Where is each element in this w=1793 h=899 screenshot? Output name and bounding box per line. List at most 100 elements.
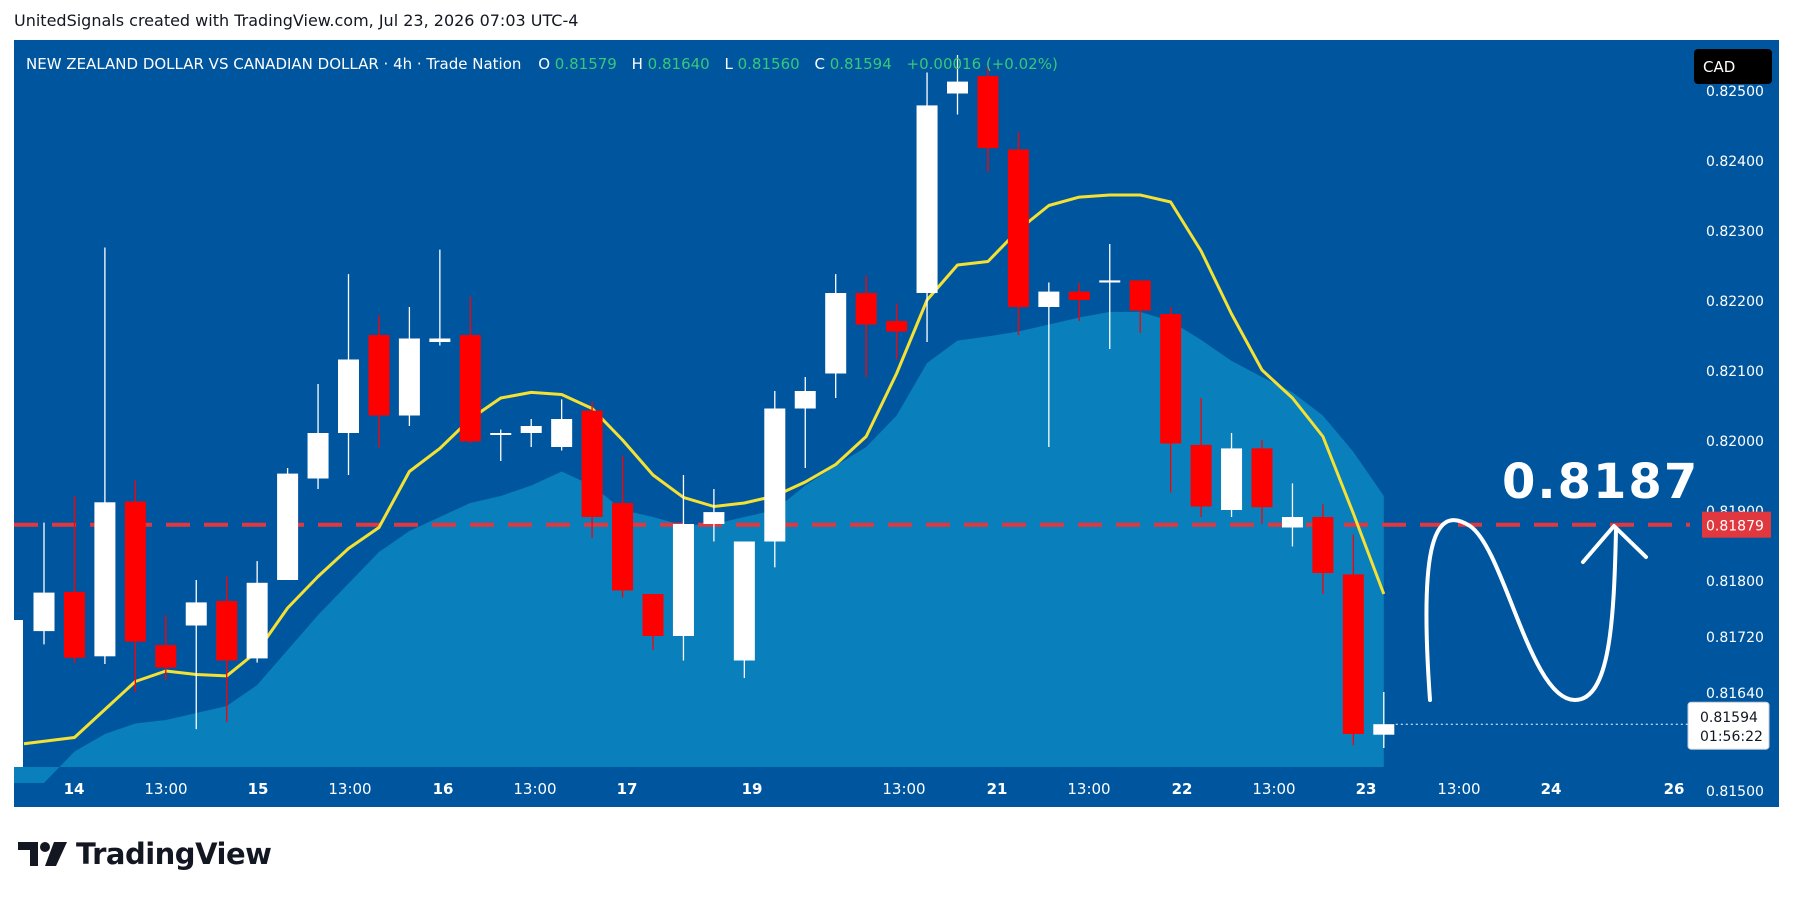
target-price-tag-bg	[1702, 511, 1771, 538]
candle[interactable]	[94, 247, 116, 665]
candle[interactable]	[307, 384, 329, 489]
candle-body	[977, 76, 999, 149]
candle[interactable]	[825, 274, 847, 398]
candle[interactable]	[916, 72, 938, 343]
projection-drawing[interactable]: 0.8187	[1424, 454, 1699, 703]
countdown-label: 01:56:22	[1700, 729, 1763, 745]
candle[interactable]	[977, 65, 999, 172]
legend-open-label: O	[538, 55, 550, 73]
currency-badge[interactable]: CAD	[1694, 49, 1772, 84]
candle-body	[307, 433, 329, 479]
candle[interactable]	[581, 401, 603, 539]
current-price-tag-bg	[1687, 701, 1770, 750]
candle[interactable]	[1038, 282, 1060, 448]
candle[interactable]	[185, 580, 207, 730]
candle-body	[246, 582, 268, 659]
candle-body	[368, 335, 390, 416]
candle[interactable]	[703, 489, 725, 542]
legend-change: +0.00016 (+0.02%)	[907, 55, 1058, 73]
chart-attribution: UnitedSignals created with TradingView.c…	[14, 11, 579, 30]
candle[interactable]	[794, 377, 816, 468]
candle[interactable]	[1068, 282, 1090, 322]
candle-body	[825, 293, 847, 374]
candle[interactable]	[520, 419, 542, 447]
tradingview-logo[interactable]: TradingView	[18, 836, 272, 872]
candle-body	[155, 645, 177, 668]
candle-body	[429, 338, 451, 342]
x-tick-label: 13:00	[513, 780, 556, 798]
time-axis[interactable]	[14, 767, 1702, 807]
candle[interactable]	[63, 496, 85, 664]
legend-low-value: 0.81560	[738, 55, 800, 73]
candle-body	[916, 105, 938, 294]
tradingview-logo-icon	[18, 842, 67, 866]
candle[interactable]	[155, 615, 177, 681]
candle[interactable]	[1221, 433, 1243, 517]
candle[interactable]	[1373, 692, 1395, 748]
candle[interactable]	[1342, 534, 1364, 746]
candle[interactable]	[855, 275, 877, 378]
candle[interactable]	[1281, 483, 1303, 547]
candle-body	[764, 408, 786, 542]
x-tick-label: 16	[433, 780, 454, 798]
candle-body	[1251, 448, 1273, 508]
target-annotation: 0.8187	[1502, 454, 1699, 510]
candle[interactable]	[1251, 440, 1273, 524]
candle[interactable]	[1312, 504, 1334, 594]
candle[interactable]	[1160, 307, 1182, 493]
candle-body	[794, 391, 816, 409]
candle[interactable]	[672, 475, 694, 661]
candle-body	[338, 359, 359, 433]
y-tick-label: 0.81500	[1706, 784, 1764, 800]
svg-text:NEW ZEALAND DOLLAR VS CANADIAN: NEW ZEALAND DOLLAR VS CANADIAN DOLLAR · …	[26, 55, 1058, 73]
candle[interactable]	[216, 576, 238, 723]
candle[interactable]	[33, 522, 55, 645]
y-tick-label: 0.81640	[1706, 686, 1764, 702]
candle[interactable]	[1099, 244, 1121, 349]
x-tick-label: 19	[742, 780, 763, 798]
candle-body	[1099, 280, 1121, 283]
candle[interactable]	[246, 561, 268, 663]
candle[interactable]	[338, 274, 359, 475]
candle-body	[733, 541, 755, 661]
currency-label: CAD	[1703, 58, 1735, 76]
candle[interactable]	[733, 541, 755, 679]
legend-high-label: H	[632, 55, 643, 73]
price-axis[interactable]: 0.82500 0.82400 0.82300 0.82200 0.82100 0.820…	[1687, 84, 1771, 800]
projection-arrowhead	[1581, 524, 1648, 564]
currency-badge-bg	[1694, 49, 1772, 84]
candle[interactable]	[398, 307, 420, 426]
y-tick-label: 0.82300	[1706, 224, 1764, 240]
legend-symbol: NEW ZEALAND DOLLAR VS CANADIAN DOLLAR · …	[26, 55, 521, 73]
candle[interactable]	[490, 429, 512, 462]
candle[interactable]	[459, 296, 481, 444]
candle[interactable]	[1129, 280, 1151, 333]
x-tick-label: 13:00	[144, 780, 187, 798]
current-price-tag: 0.81594 01:56:22	[1687, 701, 1770, 750]
candle[interactable]	[124, 480, 146, 692]
candle-body	[185, 602, 207, 626]
candle[interactable]	[642, 594, 664, 650]
candle-body	[1190, 444, 1212, 507]
candle-layer[interactable]	[33, 55, 1395, 748]
candle[interactable]	[277, 468, 299, 580]
candle-body	[1160, 314, 1182, 444]
x-tick-label: 13:00	[882, 780, 925, 798]
candle[interactable]	[1007, 132, 1029, 335]
candle-body	[520, 426, 542, 433]
candle[interactable]	[947, 55, 968, 115]
candle[interactable]	[551, 399, 573, 451]
candle-body	[703, 512, 725, 524]
x-tick-label: 21	[987, 780, 1008, 798]
candle-body	[216, 601, 238, 661]
candle[interactable]	[612, 455, 634, 598]
candle[interactable]	[886, 303, 908, 360]
candle[interactable]	[1190, 398, 1212, 517]
candle[interactable]	[764, 391, 786, 568]
candle-body	[1007, 149, 1029, 307]
candle[interactable]	[368, 315, 390, 447]
legend-close-value: 0.81594	[830, 55, 892, 73]
x-tick-label: 26	[1664, 780, 1685, 798]
candle[interactable]	[429, 249, 451, 346]
